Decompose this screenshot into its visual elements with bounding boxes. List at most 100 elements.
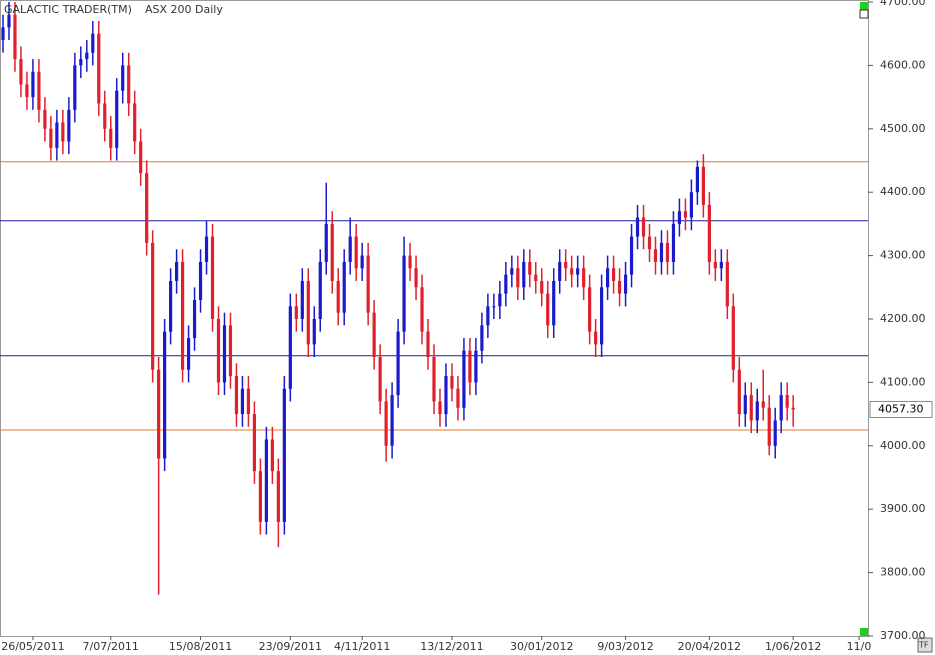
bar-body bbox=[522, 261, 526, 288]
y-tick-label: 4600.00 bbox=[880, 58, 926, 71]
bar-body bbox=[13, 14, 17, 60]
bar-body bbox=[426, 331, 430, 358]
bar-body bbox=[671, 223, 676, 262]
bar-body bbox=[432, 357, 436, 402]
bar-body bbox=[528, 261, 532, 275]
bar-body bbox=[294, 306, 298, 319]
bar-body bbox=[647, 236, 652, 250]
bar-body bbox=[701, 166, 705, 205]
bar-body bbox=[85, 52, 89, 60]
bar-body bbox=[773, 420, 777, 446]
bar-body bbox=[749, 395, 753, 421]
bar-body bbox=[97, 33, 101, 104]
bar-body bbox=[420, 287, 424, 332]
bar-body bbox=[61, 122, 65, 142]
bar-body bbox=[474, 350, 478, 383]
bar-body bbox=[540, 280, 544, 294]
bar-body bbox=[306, 280, 310, 345]
bar-body bbox=[121, 65, 125, 91]
bar-body bbox=[133, 103, 137, 142]
bar-body bbox=[779, 395, 783, 421]
bar-body bbox=[127, 65, 131, 104]
bar-body bbox=[169, 280, 173, 332]
bar-body bbox=[665, 242, 670, 262]
bar-body bbox=[1, 27, 5, 41]
bar-body bbox=[384, 401, 388, 446]
bar-body bbox=[719, 261, 723, 269]
x-tick-label: 15/08/2011 bbox=[169, 640, 232, 653]
last-price-box bbox=[869, 400, 933, 418]
y-tick-label: 3700.00 bbox=[880, 629, 926, 642]
bar-body bbox=[606, 268, 610, 288]
bar-body bbox=[617, 280, 622, 294]
x-tick-label: 13/12/2011 bbox=[420, 640, 483, 653]
chart-subtitle: ASX 200 Daily bbox=[145, 3, 223, 16]
bar-body bbox=[186, 338, 191, 370]
bar-body bbox=[486, 306, 490, 326]
bar-body bbox=[558, 261, 562, 281]
bar-body bbox=[480, 325, 484, 351]
bar-body bbox=[330, 223, 334, 281]
bar-body bbox=[348, 236, 352, 262]
bar-body bbox=[37, 71, 41, 110]
bar-body bbox=[103, 103, 107, 129]
bar-body bbox=[623, 274, 628, 294]
bar-body bbox=[600, 287, 604, 345]
bar-body bbox=[546, 293, 550, 326]
x-tick-label: 30/01/2012 bbox=[510, 640, 573, 653]
bar-body bbox=[282, 388, 286, 522]
y-tick-label: 4700.00 bbox=[880, 0, 926, 8]
bar-body bbox=[725, 261, 729, 307]
bar-body bbox=[336, 280, 340, 313]
bar-body bbox=[516, 268, 520, 288]
x-tick-label: 7/07/2011 bbox=[83, 640, 139, 653]
bar-body bbox=[25, 84, 29, 98]
bar-body bbox=[689, 192, 694, 218]
bar-body bbox=[73, 65, 77, 110]
bar-body bbox=[91, 33, 95, 53]
bar-body bbox=[414, 268, 418, 288]
bar-body bbox=[444, 376, 448, 415]
window-button[interactable] bbox=[859, 9, 869, 19]
bar-body bbox=[252, 414, 257, 472]
bar-body bbox=[354, 236, 358, 269]
bar-body bbox=[695, 166, 699, 193]
bar-body bbox=[180, 261, 185, 370]
corner-marker bbox=[860, 2, 868, 10]
bar-body bbox=[659, 242, 664, 262]
bar-body bbox=[67, 109, 71, 142]
x-tick-label: 1/06/2012 bbox=[765, 640, 821, 653]
bar-body bbox=[300, 280, 304, 319]
bar-body bbox=[198, 261, 203, 300]
bar-body bbox=[737, 369, 741, 415]
bar-body bbox=[157, 369, 161, 459]
bar-body bbox=[492, 306, 496, 308]
bar-body bbox=[402, 255, 406, 332]
bar-body bbox=[755, 401, 759, 421]
y-tick-label: 4400.00 bbox=[880, 185, 926, 198]
bar-body bbox=[276, 471, 280, 522]
y-tick-label: 4500.00 bbox=[880, 122, 926, 135]
bar-body bbox=[43, 109, 47, 129]
bar-body bbox=[677, 211, 682, 224]
bar-body bbox=[264, 439, 268, 522]
bar-body bbox=[7, 14, 11, 28]
last-price-label: 4057.30 bbox=[878, 402, 924, 415]
bar-body bbox=[767, 407, 771, 446]
bar-body bbox=[145, 173, 149, 243]
bar-body bbox=[582, 268, 586, 288]
bar-body bbox=[366, 255, 370, 313]
bar-body bbox=[576, 268, 580, 275]
bar-body bbox=[270, 439, 274, 472]
bar-body bbox=[629, 236, 634, 275]
bar-body bbox=[240, 388, 245, 415]
bar-body bbox=[115, 90, 119, 148]
tf-button-label: TF bbox=[918, 641, 929, 650]
bar-body bbox=[791, 407, 795, 410]
bar-body bbox=[312, 319, 316, 345]
bar-body bbox=[707, 204, 711, 262]
bar-body bbox=[504, 274, 508, 294]
tf-button[interactable] bbox=[917, 637, 933, 653]
bar-body bbox=[228, 325, 233, 377]
bar-body bbox=[55, 122, 59, 148]
